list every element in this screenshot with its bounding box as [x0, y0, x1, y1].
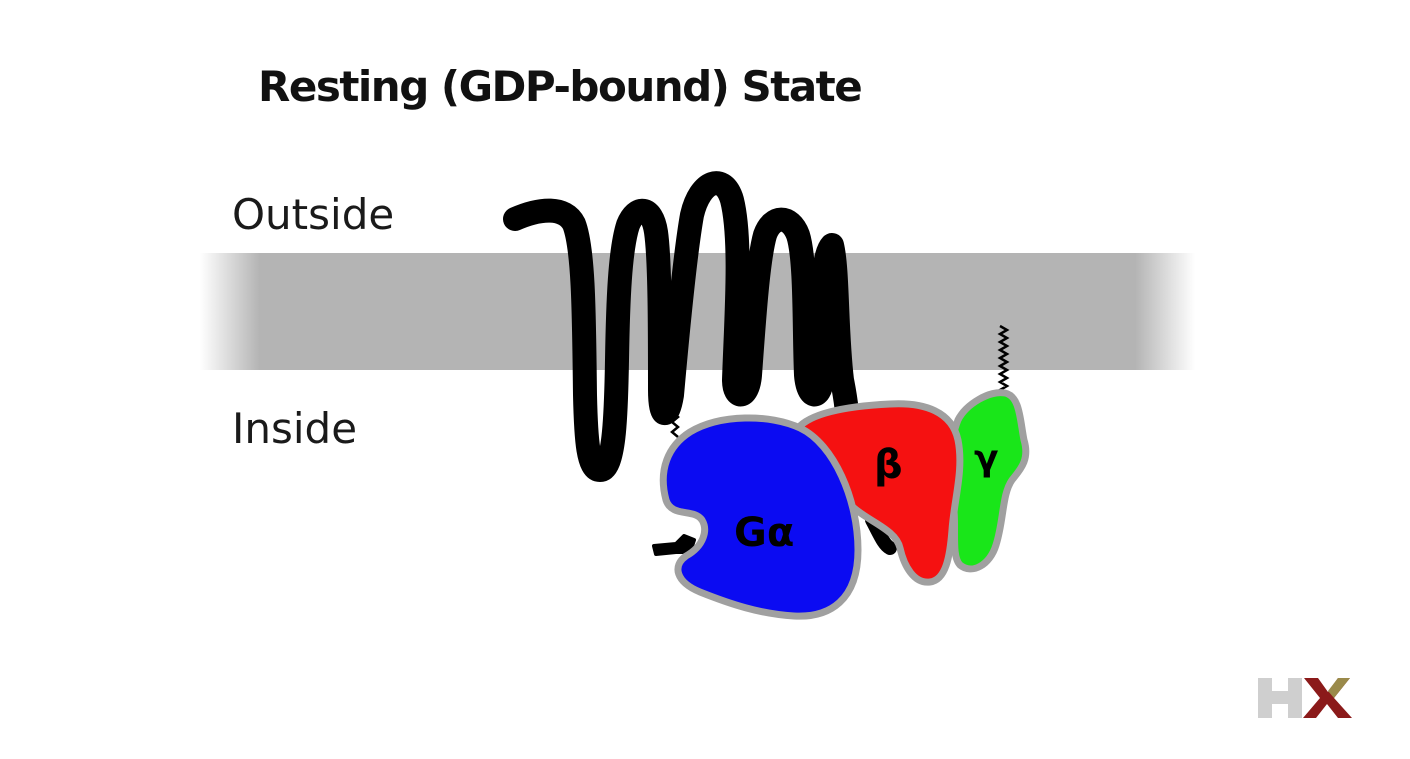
outside-label: Outside: [232, 190, 395, 239]
receptor-7tm: [503, 171, 860, 482]
diagram-title: Resting (GDP-bound) State: [258, 62, 863, 111]
alpha-subunit: [659, 414, 862, 620]
cell-membrane: [200, 253, 1195, 370]
hx-logo-icon: [1258, 678, 1352, 718]
gamma-label: γ: [974, 438, 999, 479]
alpha-lipid-anchor: [670, 361, 680, 438]
alpha-label: Gα: [734, 510, 794, 556]
gamma-lipid-anchor: [997, 324, 1010, 396]
gdp-ligand: [652, 534, 696, 556]
inside-label: Inside: [232, 404, 358, 453]
beta-label: β: [874, 442, 903, 488]
